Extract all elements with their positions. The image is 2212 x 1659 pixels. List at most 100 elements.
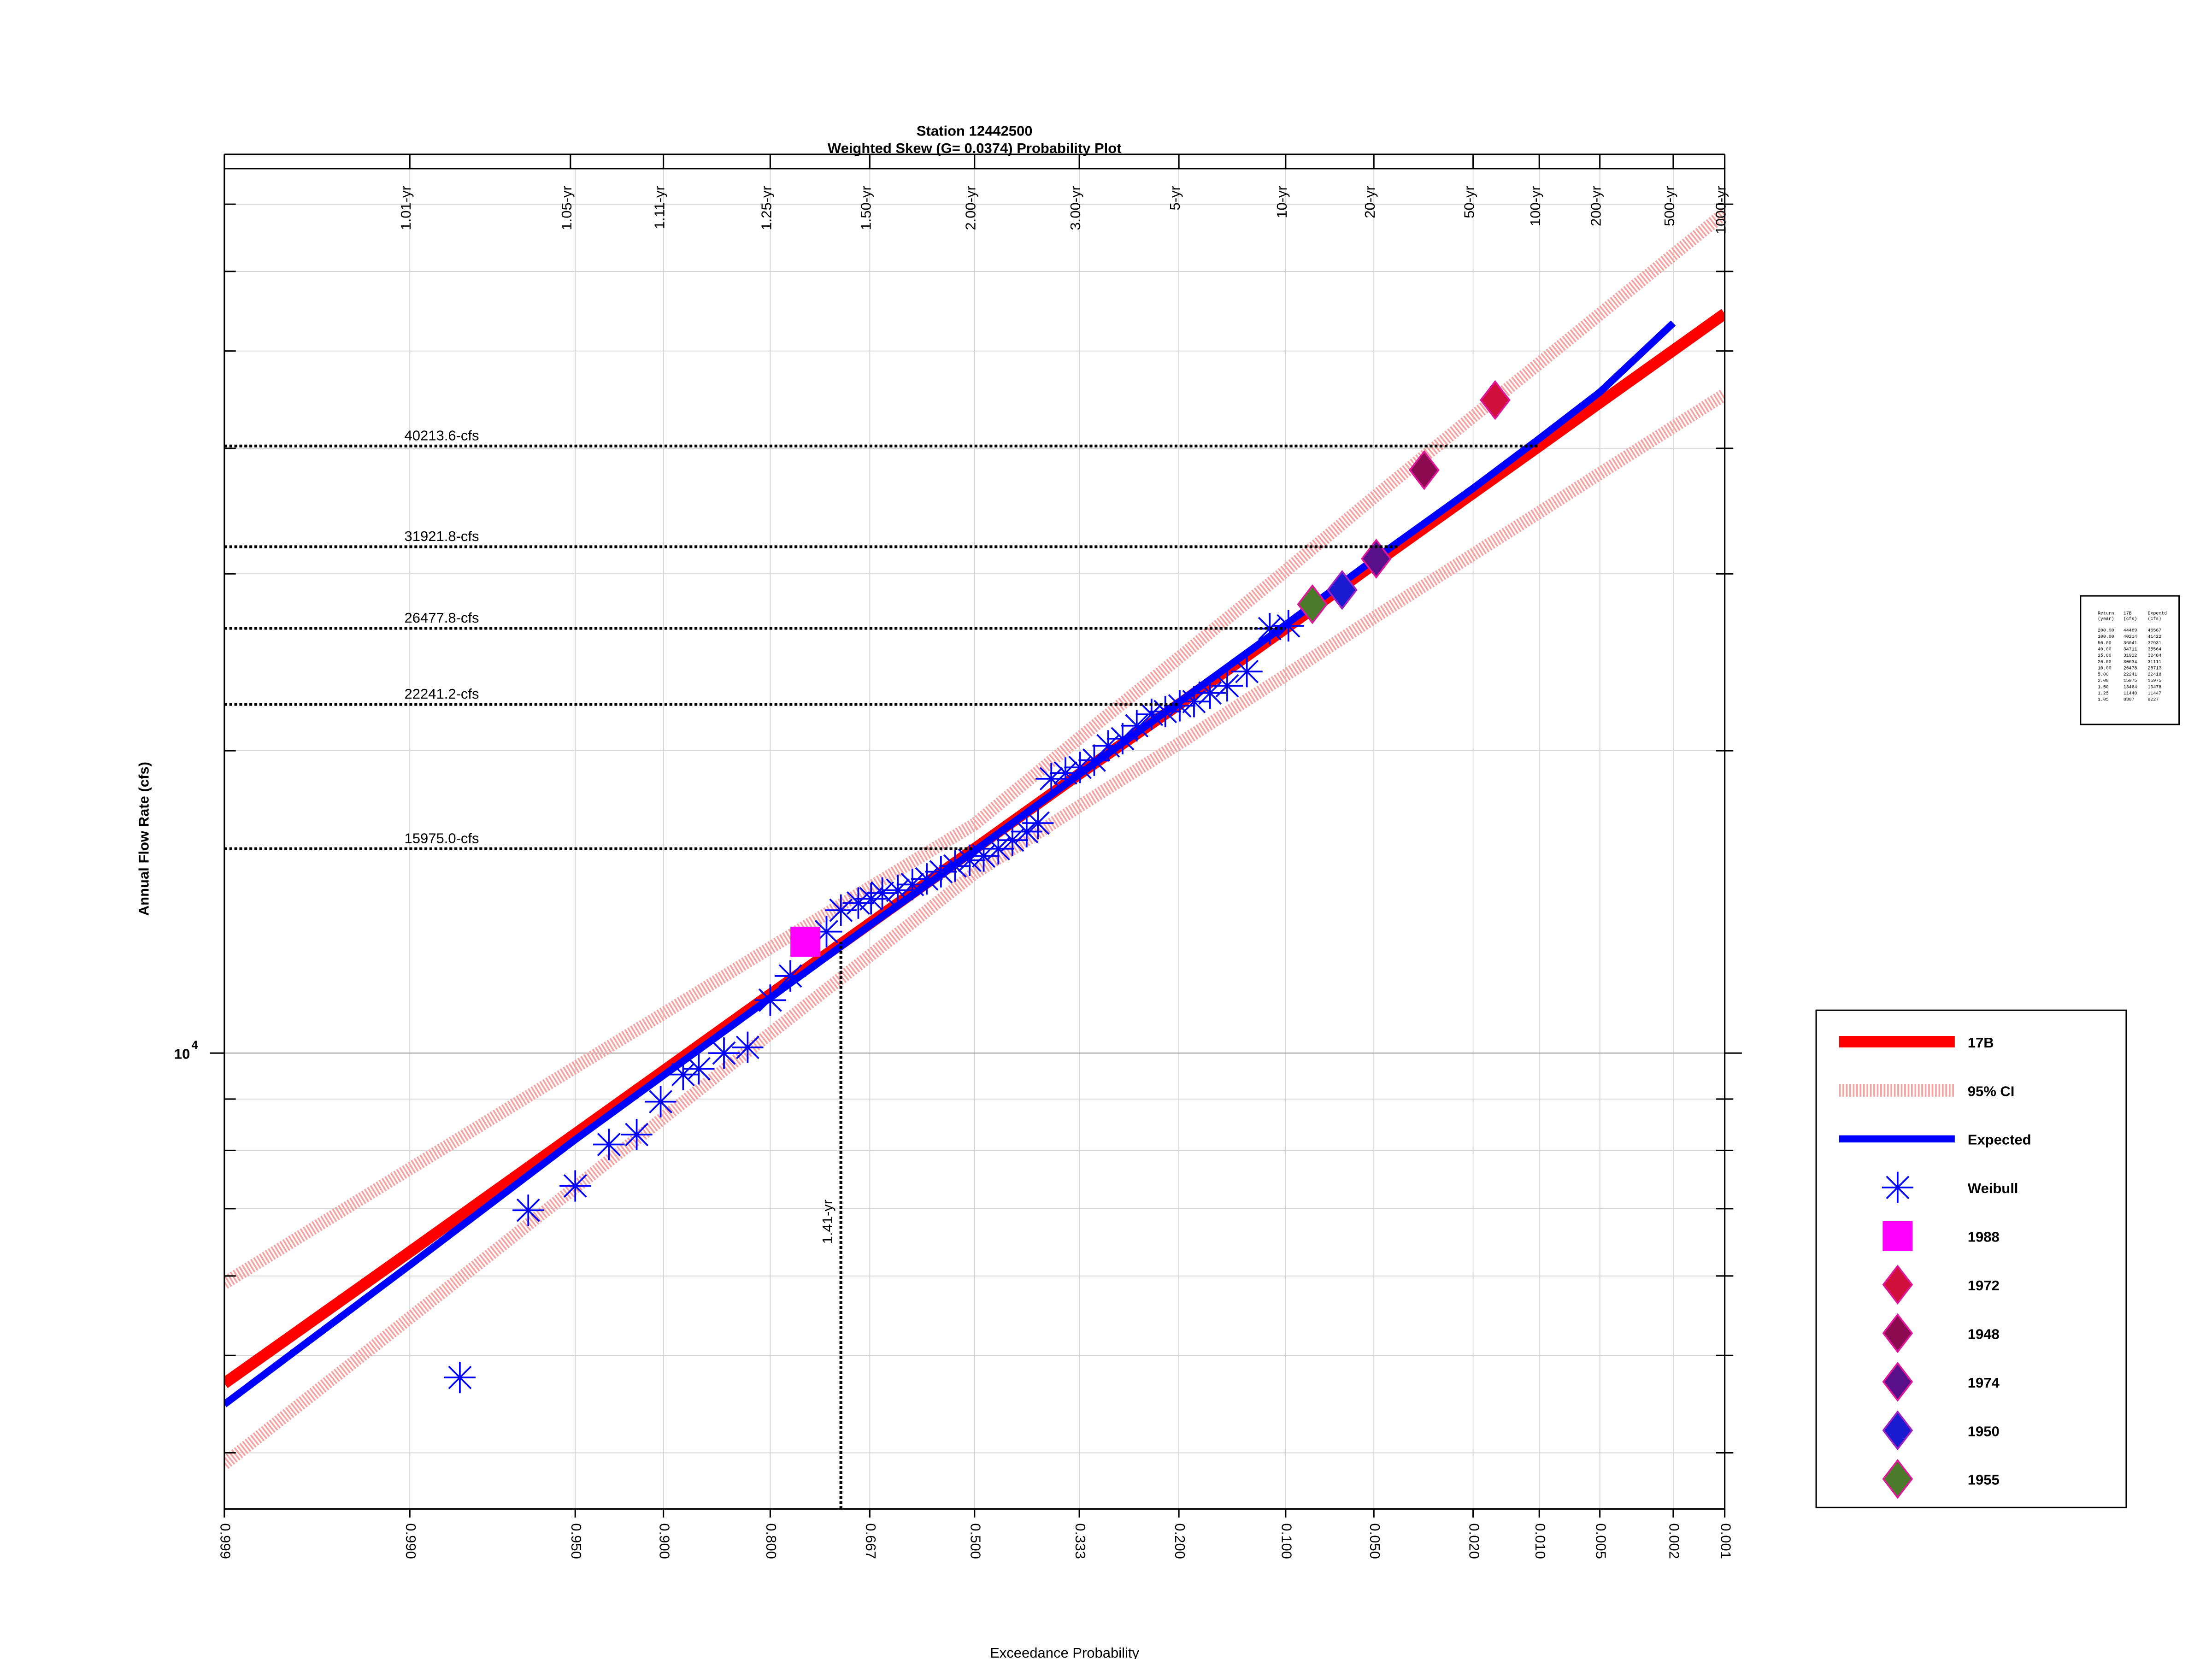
table-cell: 13478: [2147, 684, 2161, 689]
table-cell: 100.00: [2098, 634, 2114, 639]
weibull-point: [855, 883, 887, 915]
table-cell: 31111: [2147, 659, 2161, 665]
legend-symbol: [1882, 1171, 1913, 1203]
table-cell: 30634: [2124, 659, 2137, 665]
square-marker: [790, 926, 821, 957]
x-tick-label: 0.900: [656, 1523, 672, 1559]
weibull-point: [1211, 670, 1243, 702]
x-tick-label: 0.200: [1172, 1523, 1188, 1559]
legend-label: 95% CI: [1968, 1083, 2015, 1099]
x2-tick-label: 1.25-yr: [758, 186, 774, 230]
y-tick-exponent: 4: [192, 1039, 198, 1052]
weibull-point: [621, 1118, 653, 1151]
table-cell: 26713: [2147, 665, 2161, 671]
table-cell: 1.25: [2098, 691, 2109, 696]
weibull-point: [954, 844, 986, 876]
weibull-point: [996, 824, 1029, 856]
flow-reference-label: 22241.2-cfs: [405, 686, 479, 702]
flow-reference-label: 40213.6-cfs: [405, 427, 479, 443]
weibull-point: [1022, 807, 1054, 839]
grid: [224, 168, 1725, 1509]
table-cell: 22241: [2124, 672, 2137, 677]
confidence-line: [224, 208, 1725, 1289]
x2-tick-label: 5-yr: [1167, 186, 1183, 210]
legend-symbol: [1882, 1313, 1913, 1353]
x2-tick-label: 500-yr: [1661, 186, 1677, 226]
weibull-point: [1035, 763, 1067, 794]
x-tick-label: 0.950: [568, 1523, 584, 1559]
x-tick-label: 0.002: [1666, 1523, 1683, 1559]
table-cell: 5.00: [2098, 672, 2109, 677]
table-cell: 1.50: [2098, 684, 2109, 689]
confidence-line: [224, 389, 1725, 1469]
x2-tick-label: 10-yr: [1274, 186, 1290, 218]
x-tick-label: 0.050: [1367, 1523, 1383, 1559]
legend-label: 1974: [1968, 1375, 2000, 1391]
table-cell: 34711: [2124, 647, 2137, 652]
weibull-point: [1078, 744, 1110, 776]
axes: 0.999 0.990 0.950 0.900 0.800 0.667 0.500 0.333…: [174, 153, 1742, 1559]
weibull-point: [866, 877, 898, 909]
x2-tick-label: 50-yr: [1461, 186, 1477, 218]
chart-subtitle: Weighted Skew (G= 0.0374) Probability Pl…: [828, 140, 1122, 156]
x2-tick-label: 1000-yr: [1713, 186, 1729, 234]
table-cell: 15975: [2147, 678, 2161, 683]
x-tick-label: 0.005: [1593, 1523, 1609, 1559]
legend-symbol: [1882, 1410, 1913, 1451]
x2-tick-label: 1.50-yr: [858, 186, 874, 230]
x2-tick-label: 20-yr: [1362, 186, 1378, 218]
x-tick-label: 0.333: [1072, 1523, 1088, 1559]
weibull-point: [774, 960, 806, 992]
weibull-point: [559, 1170, 591, 1202]
weibull-point: [882, 874, 914, 906]
weibull-point: [925, 856, 957, 888]
legend-label: 1955: [1968, 1472, 2000, 1488]
table-cell: 36041: [2124, 641, 2137, 646]
legend-label: 17B: [1968, 1035, 1994, 1051]
weibull-point: [645, 1086, 677, 1118]
weibull-point: [754, 984, 786, 1016]
table-cell: 50.00: [2098, 641, 2112, 646]
weibull-point: [1049, 757, 1082, 789]
weibull-point: [1149, 695, 1181, 728]
table-cell: 13464: [2124, 684, 2137, 689]
weibull-point: [1106, 723, 1139, 755]
table-header: Return: [2098, 611, 2114, 616]
weibull-point: [896, 869, 929, 900]
weibull-point: [708, 1037, 740, 1069]
table-cell: 40.00: [2098, 647, 2112, 652]
x2-tick-label: 1.11-yr: [652, 186, 668, 229]
weibull-point: [667, 1059, 699, 1090]
table-cell: 25.00: [2098, 653, 2112, 658]
legend-symbol: [1883, 1221, 1913, 1251]
x-tick-label: 0.100: [1279, 1523, 1295, 1559]
chart-title: Station 12442500: [917, 123, 1033, 139]
plot-area: [224, 208, 1725, 1469]
x2-tick-label: 100-yr: [1527, 186, 1543, 226]
weibull-point: [732, 1031, 764, 1063]
table-cell: 32484: [2147, 653, 2161, 658]
x2-tick-label: 200-yr: [1588, 186, 1604, 226]
x-tick-label: 0.001: [1718, 1523, 1734, 1559]
table-box: [2080, 595, 2180, 725]
table-cell: 2.00: [2098, 678, 2109, 683]
weibull-point: [811, 916, 842, 947]
weibull-point: [512, 1194, 544, 1226]
weibull-point: [1272, 610, 1304, 642]
x-tick-label: 0.800: [763, 1523, 779, 1559]
legend-label: 1988: [1968, 1229, 2000, 1245]
weibull-point: [1092, 730, 1124, 762]
x-tick-label: 0.990: [403, 1523, 419, 1559]
table-cell: 37931: [2147, 641, 2161, 646]
legend-label: Weibull: [1968, 1180, 2018, 1196]
summary-table: Return(year)17B(cfs)Expectd(cfs)200.00 44…: [2080, 595, 2180, 725]
weibull-point: [939, 850, 971, 882]
table-header: (cfs): [2147, 617, 2161, 622]
weibull-point: [842, 887, 874, 919]
flow-reference-label: 15975.0-cfs: [405, 830, 479, 846]
table-header: 17B: [2124, 611, 2132, 616]
weibull-point: [982, 833, 1014, 865]
weibull-point: [1135, 698, 1167, 730]
weibull-point: [593, 1129, 625, 1160]
table-header: (year): [2098, 617, 2114, 622]
